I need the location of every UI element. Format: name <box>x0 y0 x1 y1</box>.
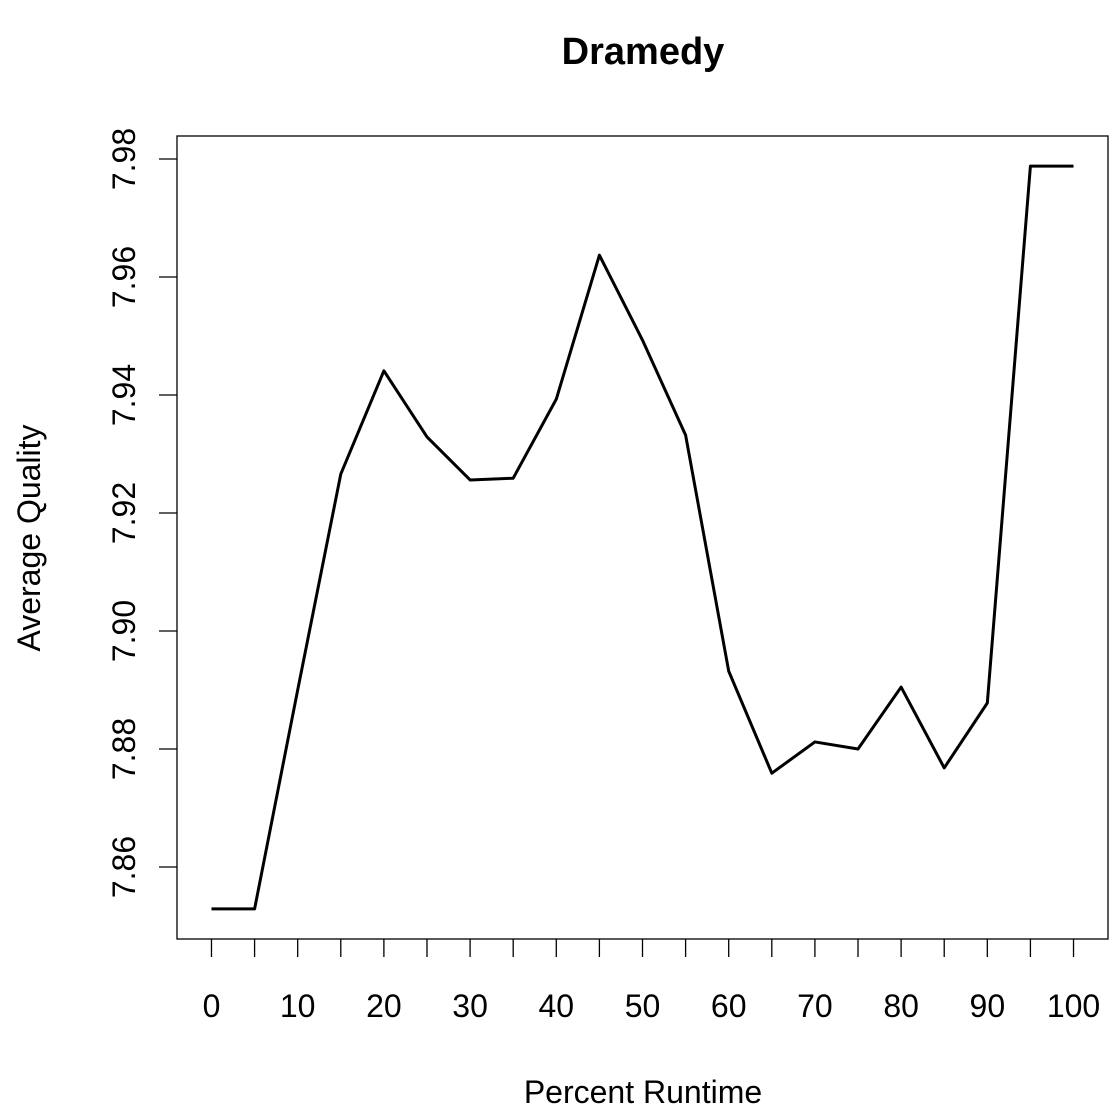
x-tick-label: 60 <box>711 988 747 1024</box>
x-axis: 0 10 20 30 40 50 60 70 80 90 100 <box>203 939 1100 1024</box>
x-tick-label: 30 <box>452 988 488 1024</box>
series-group <box>211 164 1074 911</box>
y-axis: 7.86 7.88 7.90 7.92 7.94 7.96 7.98 <box>106 128 177 898</box>
x-tick-label: 90 <box>970 988 1006 1024</box>
y-tick-label: 7.92 <box>106 482 142 544</box>
x-tick-label: 50 <box>625 988 661 1024</box>
chart-title: Dramedy <box>562 31 725 73</box>
x-tick-label: 10 <box>280 988 316 1024</box>
plot-frame <box>176 135 1109 940</box>
x-tick-label: 80 <box>883 988 919 1024</box>
series-line <box>211 164 1074 911</box>
y-axis-label: Average Quality <box>11 424 47 651</box>
y-tick-label: 7.88 <box>106 718 142 780</box>
x-tick-label: 40 <box>538 988 574 1024</box>
x-tick-label: 0 <box>203 988 221 1024</box>
y-tick-label: 7.94 <box>106 364 142 426</box>
y-tick-label: 7.98 <box>106 128 142 190</box>
y-tick-label: 7.90 <box>106 600 142 662</box>
y-tick-label: 7.86 <box>106 836 142 898</box>
x-axis-label: Percent Runtime <box>524 1074 762 1110</box>
x-tick-label: 100 <box>1047 988 1100 1024</box>
x-tick-label: 70 <box>797 988 833 1024</box>
y-tick-label: 7.96 <box>106 246 142 308</box>
x-tick-label: 20 <box>366 988 402 1024</box>
